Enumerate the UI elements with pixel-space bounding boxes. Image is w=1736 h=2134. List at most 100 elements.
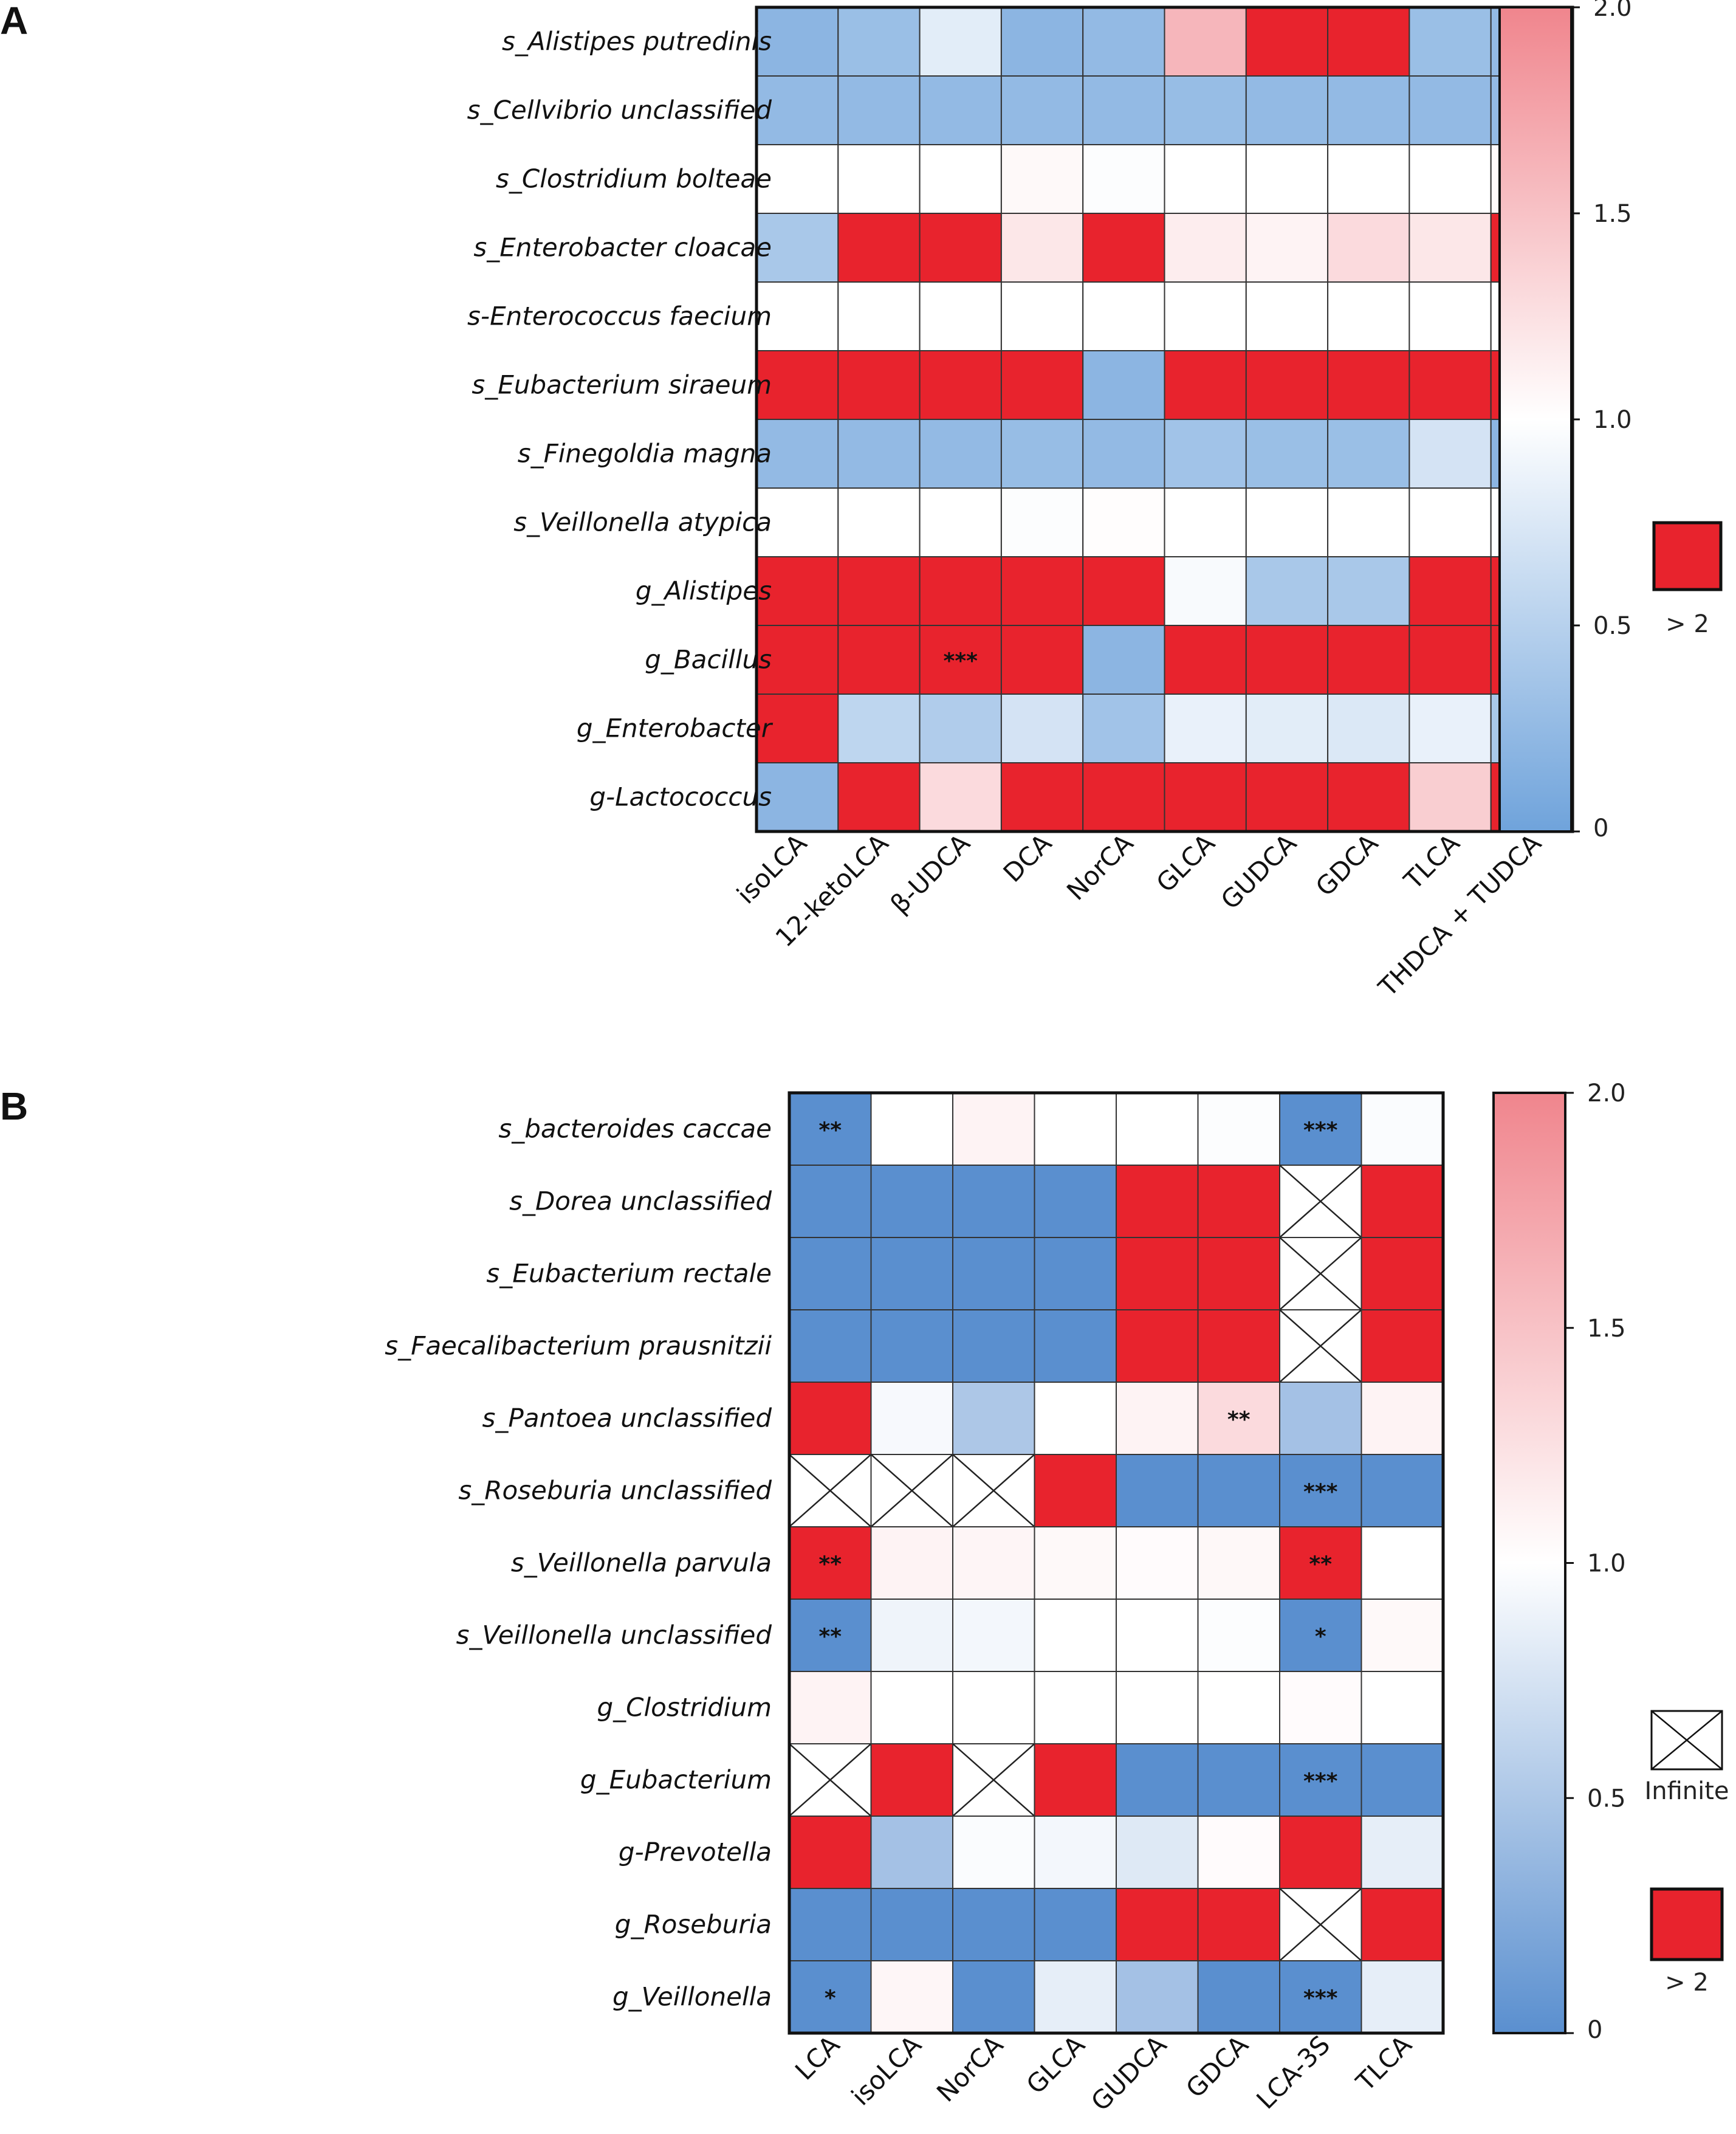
heatmap-cell (1000, 281, 1084, 351)
heatmap-cell (1408, 213, 1492, 283)
heatmap-cell (1360, 1599, 1444, 1672)
heatmap-cell (1279, 1816, 1362, 1889)
heatmap-cell (1034, 1454, 1117, 1527)
heatmap-cell (1164, 213, 1247, 283)
heatmap-cell (1164, 625, 1247, 695)
heatmap-cell (756, 556, 839, 626)
row-label: g_Clostridium (597, 1693, 772, 1723)
heatmap-cell (756, 419, 839, 489)
heatmap-cell (1034, 1165, 1117, 1238)
column-label: NorCA (1061, 828, 1139, 906)
column-label: NorCA (931, 2029, 1009, 2107)
colorbar (1492, 1092, 1566, 2034)
heatmap-cell (1082, 487, 1165, 557)
heatmap-cell (1408, 419, 1492, 489)
heatmap-cell (1164, 350, 1247, 420)
infinite-cross-line (1279, 1165, 1362, 1238)
heatmap-cell (789, 1671, 872, 1744)
heatmap-cell (919, 694, 1002, 763)
heatmap-cell (1082, 625, 1165, 695)
heatmap-cell (919, 75, 1002, 145)
heatmap-cell (1034, 1816, 1117, 1889)
heatmap-cell (1082, 350, 1165, 420)
column-label: GLCA (1150, 828, 1220, 898)
significance-marker: ** (1309, 1552, 1332, 1577)
row-label: s_Enterobacter cloacae (473, 233, 772, 263)
heatmap-cell (1360, 1960, 1444, 2034)
heatmap-cell (789, 1382, 872, 1455)
heatmap-cell (789, 1165, 872, 1238)
heatmap-cell (1197, 1816, 1280, 1889)
heatmap-cell (789, 1237, 872, 1310)
heatmap-cell (837, 487, 921, 557)
heatmap-cell (789, 1309, 872, 1383)
heatmap-cell (1360, 1382, 1444, 1455)
heatmap-cell (1197, 1599, 1280, 1672)
heatmap-cell (1000, 213, 1084, 283)
heatmap-cell (1034, 1526, 1117, 1600)
heatmap-cell (952, 1092, 1035, 1166)
heatmap-cell (1082, 281, 1165, 351)
heatmap-cell (1245, 762, 1329, 832)
legend-red-box (1652, 521, 1723, 591)
legend-infinite-label: Infinite (1644, 1777, 1729, 1805)
heatmap-cell (1000, 350, 1084, 420)
heatmap-cell (1164, 419, 1247, 489)
row-label: s_Eubacterium rectale (486, 1259, 772, 1289)
heatmap-cell (952, 1237, 1035, 1310)
heatmap-cell (1034, 1671, 1117, 1744)
column-label: LCA (789, 2029, 845, 2085)
heatmap-cell (837, 213, 921, 283)
heatmap-cell (1116, 1743, 1199, 1817)
significance-marker: * (1315, 1625, 1326, 1650)
heatmap-cell (1197, 1092, 1280, 1166)
heatmap-cell (1327, 694, 1410, 763)
heatmap-cell (1360, 1743, 1444, 1817)
infinite-cross-line (870, 1454, 953, 1527)
infinite-cross-line (789, 1743, 872, 1817)
heatmap-cell (1408, 487, 1492, 557)
heatmap-cell (1408, 350, 1492, 420)
heatmap-cell (1116, 1671, 1199, 1744)
row-label: s_Cellvibrio unclassified (467, 95, 772, 125)
colorbar-tick-label: 0.5 (1587, 1785, 1626, 1812)
heatmap-cell (1279, 1743, 1362, 1817)
colorbar-tick-label: 2.0 (1593, 0, 1632, 22)
heatmap-cell (1116, 1960, 1199, 2034)
heatmap-cell (1408, 694, 1492, 763)
heatmap-cell (1116, 1599, 1199, 1672)
heatmap-cell (1116, 1888, 1199, 1961)
heatmap-cell (1279, 1382, 1362, 1455)
infinite-cross-line (1279, 1237, 1362, 1310)
column-label: GDCA (1310, 828, 1384, 902)
heatmap-cell (1116, 1165, 1199, 1238)
significance-marker: *** (1303, 1118, 1338, 1143)
heatmap-cell (1034, 1960, 1117, 2034)
heatmap-cell (1197, 1960, 1280, 2034)
heatmap-cell (837, 7, 921, 77)
row-label: s_Pantoea unclassified (482, 1403, 772, 1433)
heatmap-cell (1164, 75, 1247, 145)
heatmap-cell (1197, 1237, 1280, 1310)
heatmap-cell (1408, 625, 1492, 695)
heatmap-cell (1279, 1454, 1362, 1527)
heatmap-cell (1327, 419, 1410, 489)
heatmap-cell (1164, 487, 1247, 557)
heatmap-cell (1360, 1888, 1444, 1961)
heatmap-cell (952, 1888, 1035, 1961)
heatmap-cell (1360, 1165, 1444, 1238)
heatmap-cell (1116, 1454, 1199, 1527)
heatmap-cell (1034, 1309, 1117, 1383)
row-label: s_bacteroides caccae (498, 1114, 772, 1144)
heatmap-cell (1164, 556, 1247, 626)
heatmap-cell (837, 625, 921, 695)
heatmap-cell (1000, 487, 1084, 557)
heatmap-cell (1082, 762, 1165, 832)
heatmap-cell (1408, 7, 1492, 77)
heatmap-cell (870, 1816, 953, 1889)
heatmap-cell (919, 213, 1002, 283)
heatmap-cell (870, 1960, 953, 2034)
heatmap-cell (1245, 419, 1329, 489)
heatmap-cell (1408, 75, 1492, 145)
